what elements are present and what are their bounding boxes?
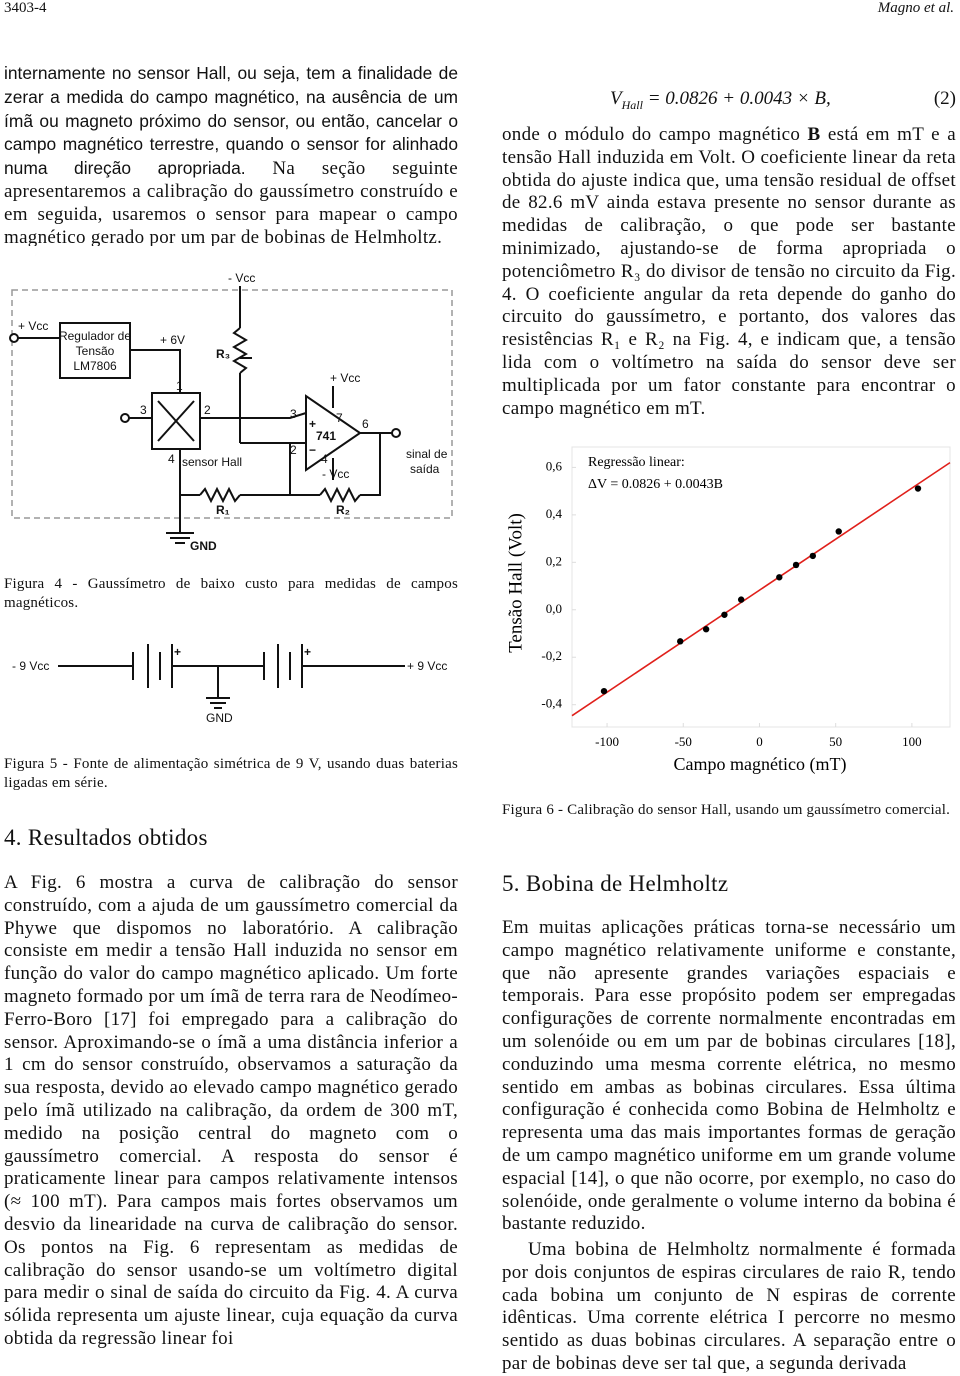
figure-caption: Figura 5 - Fonte de alimentação simétric… bbox=[4, 756, 458, 791]
equation-number: (2) bbox=[933, 88, 956, 109]
data-point bbox=[792, 561, 800, 569]
x-tick-label: 100 bbox=[902, 734, 922, 749]
label: sensor Hall bbox=[182, 455, 242, 469]
label: + bbox=[304, 645, 311, 659]
label: 3 bbox=[290, 407, 297, 421]
label: 4 bbox=[168, 452, 175, 466]
paragraph: Em muitas aplicações práticas torna-se n… bbox=[502, 917, 956, 1235]
legend-text: ΔV = 0.0826 + 0.0043B bbox=[588, 477, 723, 492]
label: saída bbox=[410, 462, 440, 476]
label: 741 bbox=[316, 429, 336, 443]
text: V bbox=[610, 88, 622, 109]
x-tick-label: 50 bbox=[829, 734, 842, 749]
data-point bbox=[677, 638, 684, 645]
x-axis-title: Campo magnético (mT) bbox=[674, 754, 847, 775]
label: 2 bbox=[204, 403, 211, 417]
battery-diagram: - 9 Vcc + + + 9 Vcc GND bbox=[12, 644, 447, 725]
label: − bbox=[309, 443, 316, 457]
label: 6 bbox=[362, 417, 369, 431]
y-tick-label: 0,2 bbox=[546, 553, 562, 568]
paragraph: Uma bobina de Helmholtz normalmente é fo… bbox=[502, 1239, 956, 1374]
running-head: Magno et al. bbox=[877, 0, 954, 16]
paragraph: internamente no sensor Hall, ou seja, te… bbox=[4, 62, 458, 246]
label: - 9 Vcc bbox=[12, 659, 49, 673]
text: está em mT e a tensão Hall induzida em V… bbox=[502, 124, 956, 419]
x-tick-label: -50 bbox=[675, 734, 692, 749]
paragraph: onde o módulo do campo magnético B está … bbox=[502, 124, 956, 420]
text: internamente no sensor Hall, ou seja, te… bbox=[4, 63, 458, 179]
label: GND bbox=[190, 539, 217, 553]
fit-line bbox=[571, 461, 951, 717]
paragraph: A Fig. 6 mostra a curva de calibração do… bbox=[4, 872, 458, 1349]
label: Tensão bbox=[76, 344, 115, 358]
figure-caption: Figura 6 - Calibração do sensor Hall, us… bbox=[502, 802, 951, 818]
y-tick-label: 0,4 bbox=[546, 506, 563, 521]
data-point bbox=[809, 552, 817, 560]
label: - Vcc bbox=[228, 271, 255, 285]
legend-text: Regressão linear: bbox=[588, 455, 685, 470]
label: 2 bbox=[290, 443, 297, 457]
label: R₃ bbox=[216, 347, 230, 361]
label: 7 bbox=[336, 411, 343, 425]
label: + Vcc bbox=[330, 371, 360, 385]
label: + bbox=[309, 417, 316, 431]
x-tick-label: -100 bbox=[595, 734, 619, 749]
section-heading: 5. Bobina de Helmholtz bbox=[502, 871, 729, 896]
text: B bbox=[807, 124, 821, 145]
plot-frame bbox=[571, 446, 951, 728]
data-point bbox=[835, 528, 842, 535]
data-point bbox=[776, 574, 783, 581]
data-point bbox=[702, 626, 710, 633]
circuit-diagram: - Vcc + Vcc Regulador de Tensão LM7806 +… bbox=[9, 271, 453, 553]
label: LM7806 bbox=[73, 359, 117, 373]
y-axis-title: Tensão Hall (Volt) bbox=[505, 513, 526, 653]
label: sinal de bbox=[406, 447, 448, 461]
chart: Tensão Hall (Volt) Campo magnético (mT) … bbox=[505, 446, 951, 775]
text: = 0.0826 + 0.0043 × B, bbox=[647, 88, 831, 109]
label: + Vcc bbox=[18, 319, 48, 333]
y-tick-label: -0,4 bbox=[541, 696, 562, 711]
label: GND bbox=[206, 711, 233, 725]
x-tick-label: 0 bbox=[756, 734, 763, 749]
text: Hall bbox=[621, 97, 643, 112]
label: + bbox=[174, 645, 181, 659]
data-point bbox=[737, 596, 745, 603]
section-heading: 4. Resultados obtidos bbox=[4, 825, 208, 850]
label: 3 bbox=[140, 403, 147, 417]
label: 1 bbox=[176, 379, 183, 393]
label: + 6V bbox=[160, 333, 185, 347]
label: - Vcc bbox=[322, 467, 349, 481]
page-number: 3403-4 bbox=[4, 0, 47, 16]
label: Regulador de bbox=[59, 329, 131, 343]
text: Na seção seguinte apresentaremos a calib… bbox=[4, 158, 458, 246]
label: + 9 Vcc bbox=[407, 659, 447, 673]
y-tick-label: 0,0 bbox=[546, 601, 562, 616]
figure-caption: Figura 4 - Gaussímetro de baixo custo pa… bbox=[4, 576, 458, 611]
label: R₁ bbox=[216, 503, 230, 517]
equation: VHall = 0.0826 + 0.0043 × B, bbox=[610, 88, 831, 113]
data-point bbox=[600, 687, 608, 695]
y-tick-label: 0,6 bbox=[546, 458, 563, 473]
data-point bbox=[721, 611, 728, 618]
y-tick-label: -0,2 bbox=[541, 648, 562, 663]
label: 4 bbox=[321, 452, 328, 466]
text: onde o módulo do campo magnético bbox=[502, 124, 808, 145]
label: R₂ bbox=[336, 503, 350, 517]
data-point bbox=[914, 485, 922, 492]
